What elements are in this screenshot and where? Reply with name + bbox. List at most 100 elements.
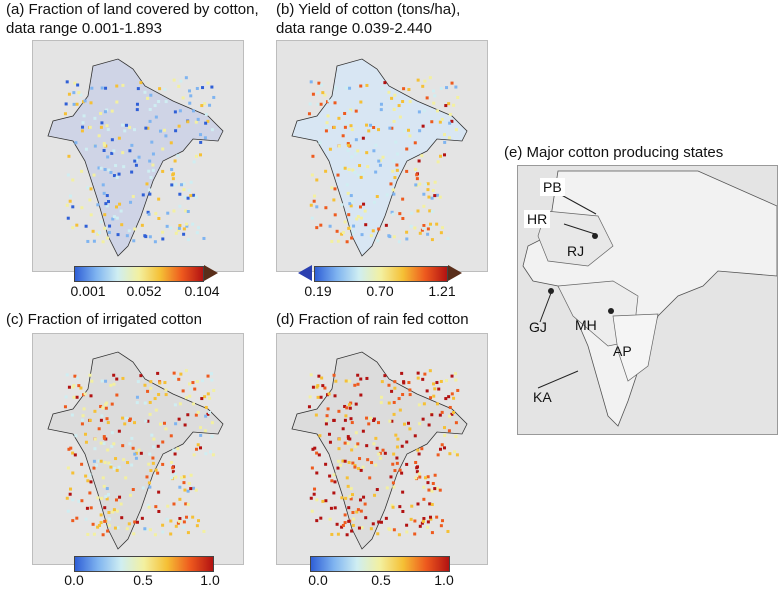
- map-grid-cell: [332, 491, 336, 495]
- colorbar-c-tick: 0.0: [64, 572, 84, 588]
- map-grid-cell: [184, 502, 188, 506]
- map-grid-cell: [353, 463, 357, 467]
- map-grid-cell: [337, 116, 341, 120]
- map-grid-cell: [341, 166, 345, 170]
- map-grid-cell: [413, 141, 417, 145]
- map-grid-cell: [97, 166, 101, 170]
- map-grid-cell: [183, 488, 187, 492]
- map-grid-cell: [433, 387, 437, 391]
- map-grid-cell: [365, 376, 369, 380]
- map-grid-cell: [345, 476, 349, 480]
- map-grid-cell: [102, 442, 106, 446]
- map-grid-cell: [418, 231, 422, 235]
- map-grid-cell: [394, 433, 398, 437]
- map-grid-cell: [405, 440, 409, 444]
- map-grid-cell: [189, 487, 193, 491]
- map-grid-cell: [194, 154, 198, 158]
- map-grid-cell: [373, 493, 377, 497]
- map-grid-cell: [108, 224, 112, 228]
- panel-d-title: (d) Fraction of rain fed cotton: [276, 311, 469, 328]
- map-grid-cell: [116, 526, 120, 530]
- map-grid-cell: [84, 517, 88, 521]
- map-grid-cell: [326, 407, 330, 411]
- map-grid-cell: [438, 154, 442, 158]
- map-grid-cell: [115, 377, 119, 381]
- map-grid-cell: [172, 209, 176, 213]
- map-grid-cell: [330, 479, 334, 483]
- map-grid-cell: [184, 222, 188, 226]
- map-grid-cell: [347, 519, 351, 523]
- map-grid-cell: [316, 395, 320, 399]
- map-grid-cell: [107, 168, 111, 172]
- map-grid-cell: [415, 470, 419, 474]
- state-label-rj: RJ: [567, 243, 585, 259]
- map-grid-cell: [184, 76, 188, 80]
- colorbar-b-tick: 0.19: [304, 283, 332, 299]
- map-panel-c: [32, 333, 244, 565]
- map-grid-cell: [64, 395, 68, 399]
- map-grid-cell: [139, 374, 143, 378]
- map-grid-cell: [182, 525, 186, 529]
- map-grid-cell: [117, 429, 121, 433]
- map-grid-cell: [328, 147, 332, 151]
- map-grid-cell: [440, 410, 444, 414]
- map-grid-cell: [438, 488, 442, 492]
- map-grid-cell: [68, 492, 72, 496]
- map-grid-cell: [108, 517, 112, 521]
- map-grid-cell: [173, 403, 177, 407]
- state-label-ap: AP: [613, 343, 632, 359]
- map-grid-cell: [310, 509, 314, 513]
- map-grid-cell: [133, 128, 137, 132]
- map-grid-cell: [210, 378, 214, 382]
- map-grid-cell: [350, 529, 354, 533]
- map-grid-cell: [435, 109, 439, 113]
- map-grid-cell: [398, 115, 402, 119]
- map-grid-cell: [121, 376, 125, 380]
- map-grid-cell: [102, 142, 106, 146]
- map-grid-cell: [343, 220, 347, 224]
- map-grid-cell: [188, 394, 192, 398]
- map-grid-cell: [359, 393, 363, 397]
- map-grid-cell: [335, 522, 339, 526]
- map-grid-cell: [371, 522, 375, 526]
- india-map-c: [47, 351, 224, 550]
- map-grid-cell: [354, 444, 358, 448]
- map-grid-cell: [146, 210, 150, 214]
- map-grid-cell: [141, 486, 145, 490]
- map-grid-cell: [202, 236, 206, 240]
- map-grid-cell: [441, 226, 445, 230]
- map-grid-cell: [450, 412, 454, 416]
- map-grid-cell: [107, 493, 111, 497]
- colorbar-b-tick: 0.70: [366, 283, 394, 299]
- map-grid-cell: [107, 200, 111, 204]
- map-grid-cell: [348, 406, 352, 410]
- map-grid-cell: [408, 134, 412, 138]
- map-grid-cell: [379, 520, 383, 524]
- map-grid-cell: [102, 435, 106, 439]
- map-grid-cell: [110, 402, 114, 406]
- map-grid-cell: [84, 474, 88, 478]
- map-grid-cell: [186, 120, 190, 124]
- map-grid-cell: [109, 463, 113, 467]
- map-grid-cell: [330, 532, 334, 536]
- map-grid-cell: [359, 100, 363, 104]
- map-grid-cell: [99, 404, 103, 408]
- map-grid-cell: [117, 172, 121, 176]
- map-grid-cell: [416, 502, 420, 506]
- map-grid-cell: [333, 506, 337, 510]
- map-grid-cell: [88, 373, 92, 377]
- map-grid-cell: [348, 495, 352, 499]
- map-grid-cell: [362, 495, 366, 499]
- map-grid-cell: [392, 528, 396, 532]
- map-grid-cell: [380, 380, 384, 384]
- map-grid-cell: [319, 395, 323, 399]
- map-grid-cell: [332, 373, 336, 377]
- map-grid-cell: [106, 448, 110, 452]
- map-grid-cell: [103, 506, 107, 510]
- map-grid-cell: [96, 496, 100, 500]
- map-grid-cell: [192, 453, 196, 457]
- map-grid-cell: [448, 112, 452, 116]
- map-grid-cell: [437, 387, 441, 391]
- map-grid-cell: [343, 404, 347, 408]
- map-grid-cell: [350, 128, 354, 132]
